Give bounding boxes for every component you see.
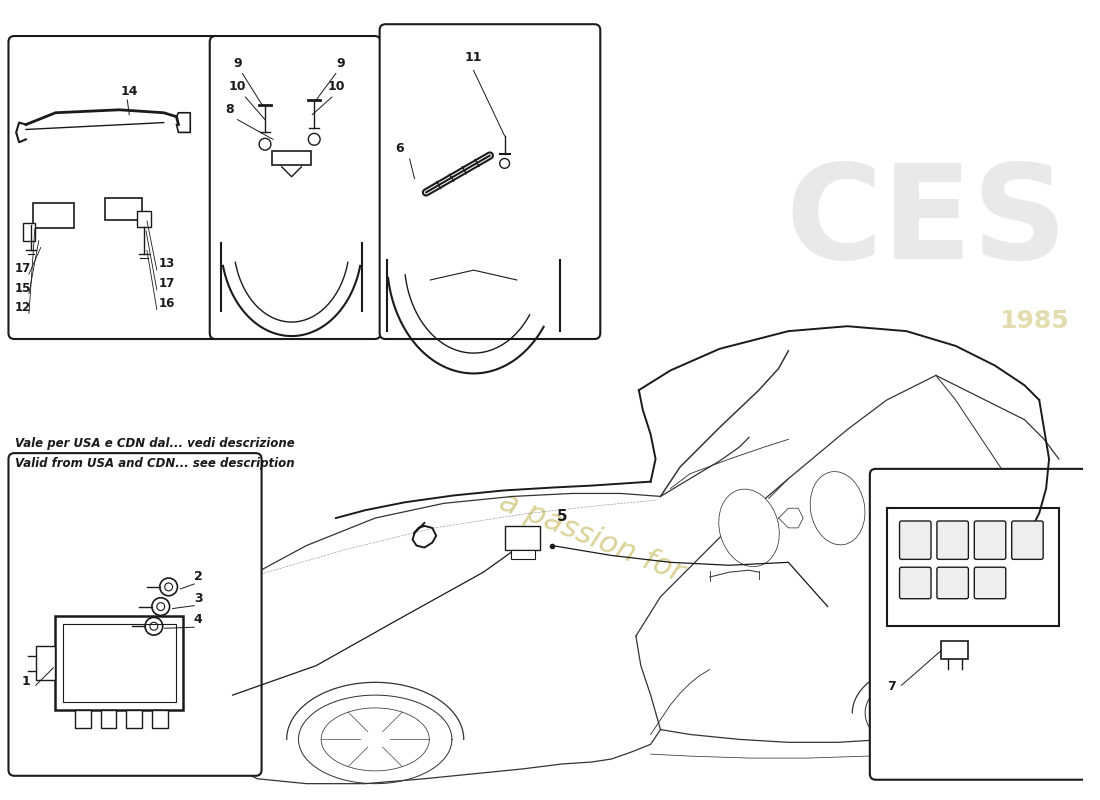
FancyBboxPatch shape [1012, 521, 1043, 559]
Text: 10: 10 [229, 80, 246, 93]
Text: 14: 14 [121, 85, 138, 98]
FancyBboxPatch shape [975, 567, 1005, 598]
Text: 5: 5 [557, 509, 568, 523]
Bar [104, 198, 142, 220]
Text: a passion for: a passion for [495, 487, 689, 588]
FancyBboxPatch shape [975, 521, 1005, 559]
Bar [940, 641, 968, 658]
Text: 10: 10 [327, 80, 344, 93]
Bar [23, 223, 35, 241]
Bar [101, 710, 117, 727]
Text: 9: 9 [337, 58, 345, 70]
FancyBboxPatch shape [900, 567, 931, 598]
Text: 4: 4 [194, 614, 202, 626]
Bar [55, 617, 184, 710]
Text: Vale per USA e CDN dal... vedi descrizione: Vale per USA e CDN dal... vedi descrizio… [15, 438, 295, 450]
FancyBboxPatch shape [9, 453, 262, 776]
Text: 1985: 1985 [1000, 310, 1069, 334]
Bar [36, 646, 55, 680]
FancyBboxPatch shape [210, 36, 381, 339]
Text: CES: CES [785, 159, 1067, 286]
Bar [33, 203, 74, 228]
Text: 6: 6 [396, 142, 404, 155]
Text: 9: 9 [233, 58, 242, 70]
FancyBboxPatch shape [937, 567, 968, 598]
Text: 17: 17 [158, 277, 175, 290]
Text: 7: 7 [888, 680, 896, 694]
FancyBboxPatch shape [937, 521, 968, 559]
Text: 2: 2 [194, 570, 202, 583]
Bar [505, 526, 540, 550]
Bar [138, 211, 151, 227]
Bar [152, 710, 167, 727]
Text: 11: 11 [465, 50, 482, 64]
Ellipse shape [811, 471, 865, 545]
Text: 12: 12 [15, 302, 32, 314]
Text: 15: 15 [15, 282, 32, 294]
Text: 3: 3 [194, 592, 202, 605]
Bar [272, 151, 311, 165]
Text: Valid from USA and CDN... see description: Valid from USA and CDN... see descriptio… [15, 457, 295, 470]
Bar [75, 710, 91, 727]
FancyBboxPatch shape [870, 469, 1087, 780]
Ellipse shape [718, 489, 779, 566]
Text: 17: 17 [15, 262, 32, 275]
Bar [512, 550, 535, 559]
FancyBboxPatch shape [379, 24, 601, 339]
FancyBboxPatch shape [900, 521, 931, 559]
Bar [126, 710, 142, 727]
Text: 8: 8 [226, 102, 234, 116]
Text: 1: 1 [22, 675, 31, 688]
FancyBboxPatch shape [9, 36, 221, 339]
Text: 13: 13 [158, 257, 175, 270]
Text: 16: 16 [158, 297, 175, 310]
Bar [887, 508, 1059, 626]
Bar [64, 624, 176, 702]
